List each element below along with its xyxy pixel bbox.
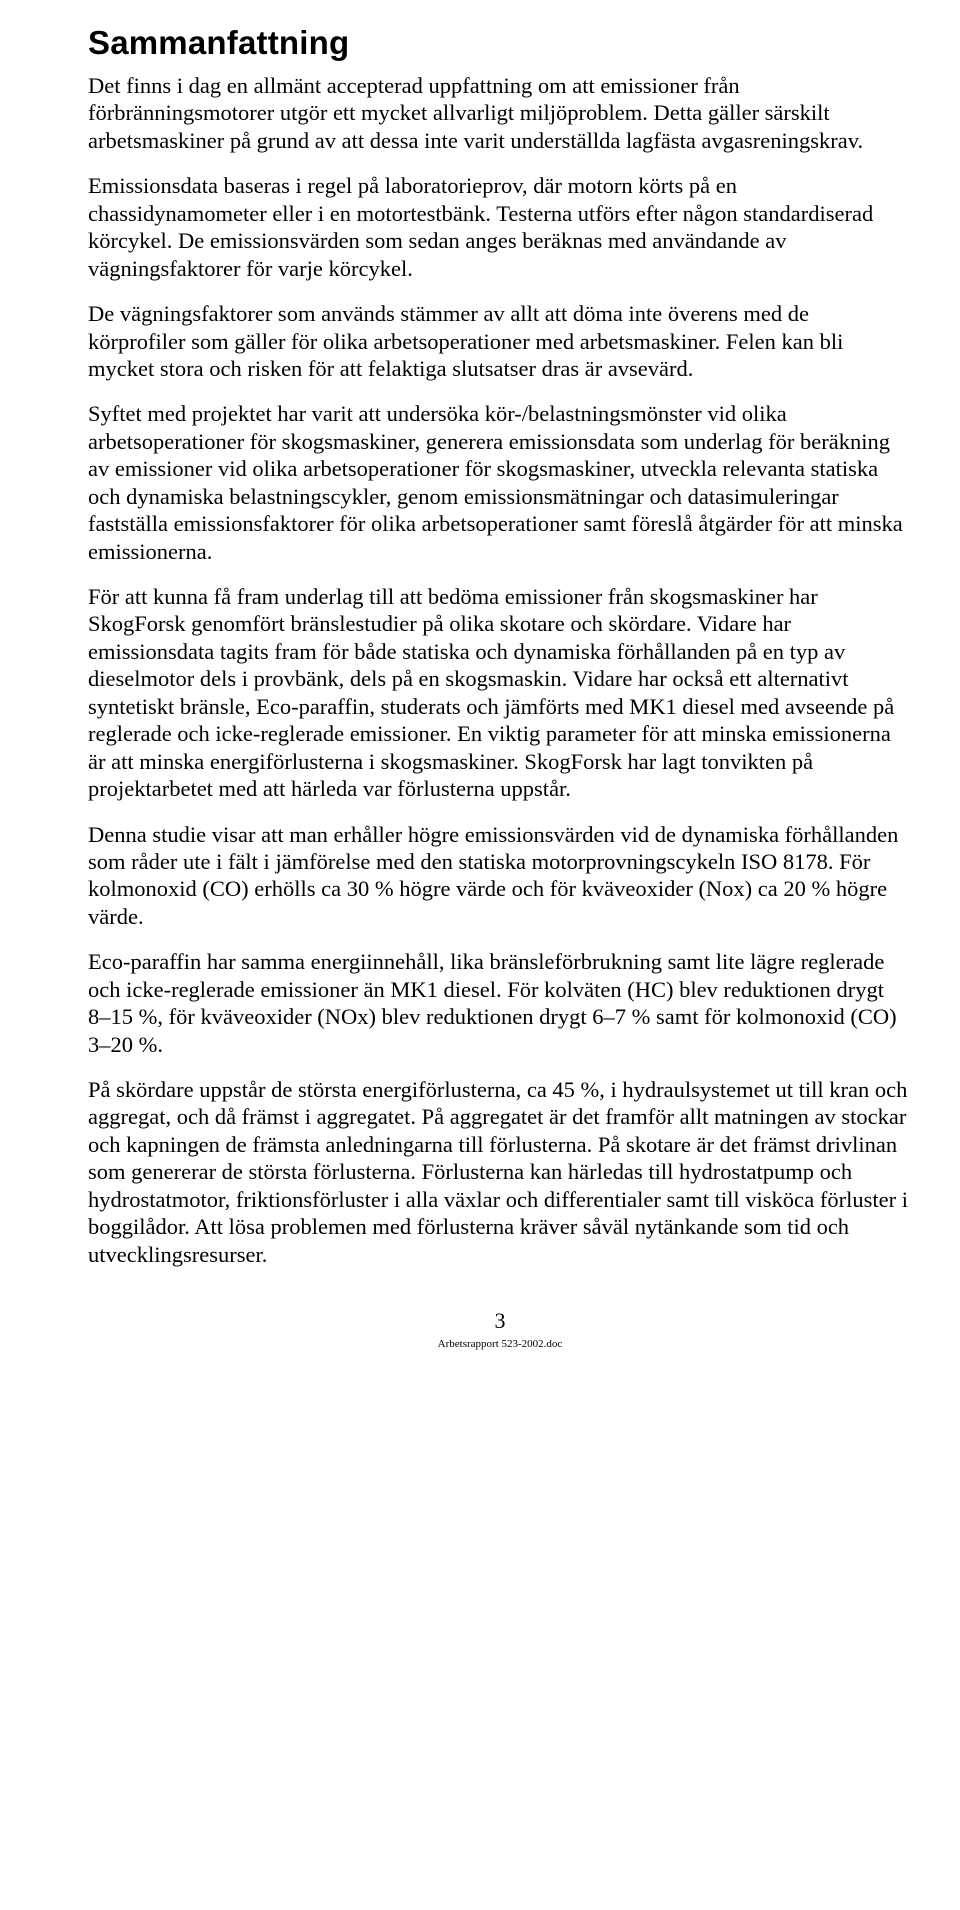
body-paragraph: Emissionsdata baseras i regel på laborat…	[88, 172, 912, 282]
body-paragraph: För att kunna få fram underlag till att …	[88, 583, 912, 803]
page-number: 3	[88, 1308, 912, 1334]
document-title: Sammanfattning	[88, 24, 912, 62]
body-paragraph: Det finns i dag en allmänt accepterad up…	[88, 72, 912, 154]
footer-text: Arbetsrapport 523-2002.doc	[88, 1338, 912, 1350]
body-paragraph: Syftet med projektet har varit att under…	[88, 400, 912, 565]
body-paragraph: Denna studie visar att man erhåller högr…	[88, 821, 912, 931]
body-paragraph: Eco-paraffin har samma energiinnehåll, l…	[88, 948, 912, 1058]
body-paragraph: På skördare uppstår de största energiför…	[88, 1076, 912, 1268]
body-paragraph: De vägningsfaktorer som används stämmer …	[88, 300, 912, 382]
